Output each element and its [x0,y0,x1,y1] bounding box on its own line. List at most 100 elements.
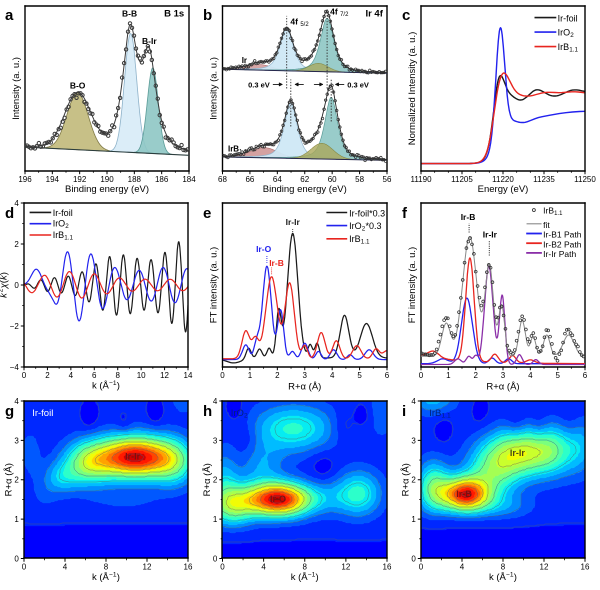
svg-text:60: 60 [328,175,337,184]
svg-text:11190: 11190 [410,175,432,184]
svg-text:Ir 4f: Ir 4f [365,9,383,20]
svg-text:B-O: B-O [70,81,86,91]
svg-text:4: 4 [460,562,465,571]
svg-text:k ( Å ) − 1: k ( Å ) − 1 [92,563,124,584]
svg-text:I r B 1 . 1: I r B 1 . 1 [53,225,74,243]
svg-text:Ir-foil*0.3: Ir-foil*0.3 [349,209,385,219]
svg-text:58: 58 [355,175,364,184]
svg-text:1: 1 [14,515,19,524]
svg-text:11250: 11250 [574,175,596,184]
svg-text:Binding energy (eV): Binding energy (eV) [65,184,149,195]
svg-text:Ir: Ir [242,56,247,65]
svg-text:0: 0 [22,371,27,380]
svg-text:k ( Å ) − 1: k ( Å ) − 1 [489,563,521,584]
svg-text:2: 2 [473,371,478,380]
svg-text:6: 6 [385,371,390,380]
svg-text:c: c [402,7,410,24]
svg-text:6: 6 [92,371,97,380]
svg-text:3: 3 [501,371,506,380]
svg-text:Ir-B: Ir-B [461,212,476,222]
svg-text:R+α (Å): R+α (Å) [202,463,213,496]
svg-text:Energy (eV): Energy (eV) [478,184,529,195]
svg-text:Ir-Ir: Ir-Ir [510,448,526,458]
svg-text:−2: −2 [10,322,20,331]
svg-text:5: 5 [555,371,560,380]
svg-text:12: 12 [540,562,549,571]
svg-text:R+α (Å): R+α (Å) [400,463,411,496]
svg-text:k ( Å ) − 1: k ( Å ) − 1 [291,563,323,584]
svg-text:2: 2 [275,371,280,380]
svg-text:11220: 11220 [492,175,514,184]
svg-text:0: 0 [220,562,225,571]
svg-text:0: 0 [220,371,225,380]
svg-text:I r O 2: I r O 2 [53,214,70,231]
svg-text:4: 4 [528,371,533,380]
svg-text:184: 184 [182,175,196,184]
svg-text:I r B 1 . 1: I r B 1 . 1 [429,403,451,422]
svg-text:Intensity (a. u.): Intensity (a. u.) [209,57,220,120]
svg-text:R+α (Å): R+α (Å) [486,381,519,392]
svg-text:16: 16 [383,562,392,571]
svg-text:Ir-foil: Ir-foil [53,208,73,218]
svg-text:4: 4 [261,562,266,571]
svg-text:8: 8 [303,562,308,571]
svg-text:12: 12 [341,562,350,571]
svg-text:8: 8 [501,562,506,571]
svg-text:192: 192 [73,175,87,184]
svg-text:h: h [203,403,212,420]
svg-text:R+α (Å): R+α (Å) [288,381,321,392]
svg-text:8: 8 [115,371,120,380]
svg-text:Ir-B2 Path: Ir-B2 Path [543,239,582,249]
svg-text:Ir-foil: Ir-foil [558,14,578,24]
svg-text:i: i [402,403,406,420]
svg-text:12: 12 [143,562,152,571]
svg-text:190: 190 [100,175,114,184]
svg-text:196: 196 [18,175,32,184]
svg-text:I r O 2: I r O 2 [558,22,575,39]
svg-text:b: b [203,7,212,24]
svg-text:k χ k 2 ( ): k χ k 2 ( ) [0,271,10,298]
svg-text:3: 3 [213,436,218,445]
svg-text:68: 68 [218,175,227,184]
svg-text:FT intensity (a. u.): FT intensity (a. u.) [209,247,220,323]
svg-text:e: e [203,205,211,222]
svg-text:Ir-O: Ir-O [270,494,286,504]
svg-text:5: 5 [357,371,362,380]
svg-text:62: 62 [300,175,309,184]
svg-text:1: 1 [248,371,253,380]
svg-text:Normalized Intensity (a. u.): Normalized Intensity (a. u.) [407,32,418,146]
svg-text:0: 0 [411,554,416,563]
svg-text:f: f [402,205,408,222]
svg-text:10: 10 [137,371,146,380]
svg-text:2: 2 [14,240,19,249]
svg-text:B 1s: B 1s [164,9,184,20]
svg-text:B-Ir: B-Ir [142,36,157,46]
svg-text:I r B 1 . 1: I r B 1 . 1 [543,200,563,218]
svg-text:11205: 11205 [451,175,473,184]
svg-text:d: d [5,205,14,222]
svg-text:11235: 11235 [533,175,555,184]
svg-text:a: a [5,7,14,24]
svg-text:4: 4 [213,397,218,406]
svg-text:12: 12 [160,371,169,380]
svg-text:0: 0 [213,554,218,563]
svg-text:16: 16 [184,562,193,571]
svg-text:8: 8 [104,562,109,571]
svg-text:Intensity (a. u.): Intensity (a. u.) [11,57,22,120]
svg-text:4: 4 [63,562,68,571]
svg-text:4: 4 [69,371,74,380]
svg-text:Ir-Ir: Ir-Ir [483,229,498,239]
svg-text:6: 6 [583,371,588,380]
svg-text:I r B 1 . 1: I r B 1 . 1 [558,37,579,55]
svg-text:66: 66 [245,175,254,184]
svg-text:B-B: B-B [122,9,137,19]
svg-text:3: 3 [303,371,308,380]
svg-text:2: 2 [14,476,19,485]
svg-text:1: 1 [446,371,451,380]
svg-text:fit: fit [543,220,550,230]
svg-text:1: 1 [411,515,416,524]
svg-text:4 f 5 / 2: 4 f 5 / 2 [290,11,309,29]
svg-text:0: 0 [419,371,424,380]
svg-text:0: 0 [419,562,424,571]
svg-text:4: 4 [14,397,19,406]
